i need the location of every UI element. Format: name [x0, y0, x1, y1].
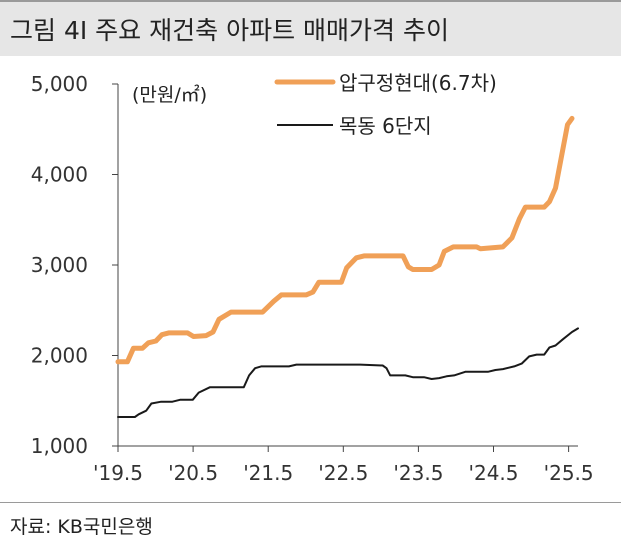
unit-label: (만원/㎡)	[132, 83, 207, 106]
x-tick-label: '20.5	[168, 461, 218, 485]
x-tick-label: '25.5	[544, 461, 594, 485]
y-tick-label: 1,000	[31, 434, 88, 458]
y-tick-label: 2,000	[31, 344, 88, 368]
series-line-mokdong	[117, 327, 579, 418]
source-divider	[0, 502, 621, 503]
series-lines	[115, 115, 579, 418]
source-note: 자료: KB국민은행	[10, 516, 153, 538]
x-tick-label: '22.5	[318, 461, 368, 485]
y-tick-label: 4,000	[31, 163, 88, 187]
x-tick-label: '23.5	[393, 461, 443, 485]
y-ticks: 1,000 2,000 3,000 4,000 5,000	[31, 72, 118, 458]
legend-label-apgujeong: 압구정현대(6.7차)	[339, 71, 497, 95]
line-chart: 1,000 2,000 3,000 4,000 5,000 '19.5 '20.5 '21.…	[31, 71, 594, 485]
title-bar: 그림 4I 주요 재건축 아파트 매매가격 추이	[0, 0, 621, 56]
x-tick-label: '21.5	[243, 461, 293, 485]
chart-title: 그림 4I 주요 재건축 아파트 매매가격 추이	[10, 16, 449, 45]
series-line-apgujeong	[115, 115, 575, 365]
x-tick-label: '24.5	[468, 461, 518, 485]
x-tick-label: '19.5	[93, 461, 143, 485]
y-tick-label: 3,000	[31, 253, 88, 277]
y-tick-label: 5,000	[31, 72, 88, 96]
legend: 압구정현대(6.7차) 목동 6단지	[274, 71, 497, 138]
x-ticks: '19.5 '20.5 '21.5 '22.5 '23.5 '24.5 '25.5	[93, 446, 594, 485]
legend-label-mokdong: 목동 6단지	[339, 114, 432, 138]
